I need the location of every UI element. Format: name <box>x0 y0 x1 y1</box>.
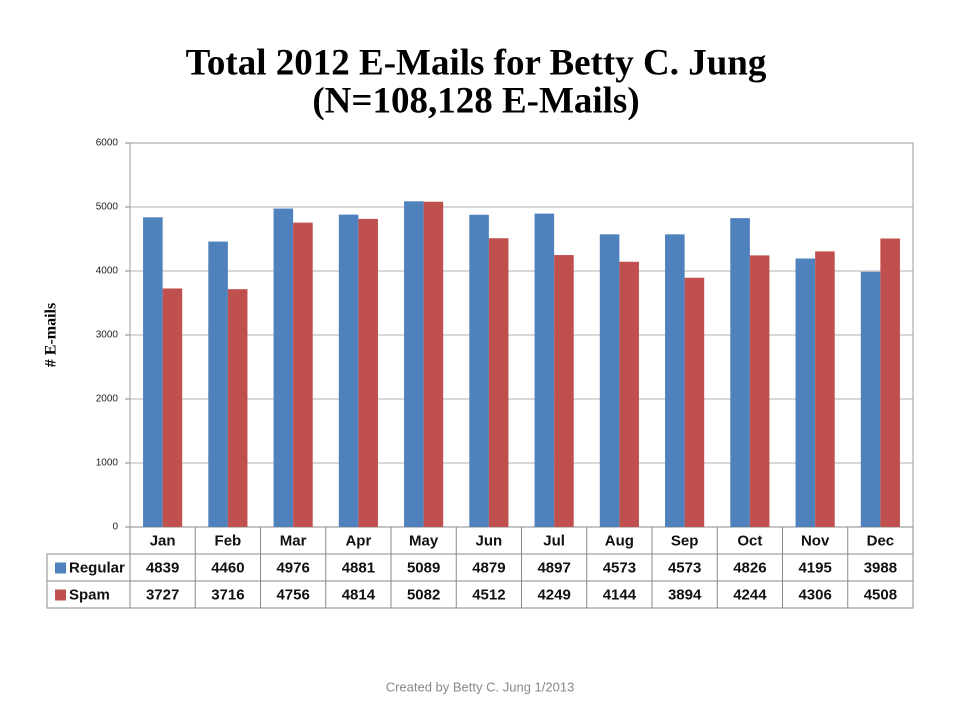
y-tick-label: 0 <box>112 522 118 533</box>
bar <box>730 218 750 528</box>
x-tick-label: Jul <box>543 532 565 549</box>
chart-subtitle: (N=108,128 E-Mails) <box>312 80 639 121</box>
bar <box>208 241 228 527</box>
bar <box>423 201 444 527</box>
table-value: 5089 <box>407 559 440 576</box>
bar <box>488 238 509 527</box>
bar <box>554 255 574 527</box>
x-tick-label: Nov <box>801 532 830 549</box>
bar <box>227 289 248 527</box>
x-tick-label: Oct <box>737 532 762 549</box>
table-value: 4306 <box>798 586 831 603</box>
chart-title: Total 2012 E-Mails for Betty C. Jung <box>186 42 767 83</box>
table-value: 4879 <box>472 559 505 576</box>
bar <box>860 271 881 527</box>
table-value: 4897 <box>537 559 570 576</box>
bar <box>358 218 378 528</box>
bar <box>665 234 685 527</box>
table-value: 3894 <box>668 586 702 603</box>
bar <box>534 213 555 528</box>
legend-label: Regular <box>69 559 125 576</box>
table-value: 4195 <box>798 559 831 576</box>
y-axis-label: # E-mails <box>43 303 60 367</box>
legend-swatch <box>55 589 66 601</box>
caption: Created by Betty C. Jung 1/2013 <box>386 679 575 694</box>
y-tick-label: 1000 <box>96 458 119 469</box>
x-tick-label: Mar <box>280 532 307 549</box>
x-tick-label: Jun <box>476 532 503 549</box>
bar <box>338 214 359 527</box>
bar <box>815 251 835 527</box>
bar <box>795 258 816 527</box>
bar <box>619 261 639 527</box>
table-value: 4814 <box>342 586 376 603</box>
x-tick-label: Apr <box>345 532 371 549</box>
bar <box>469 214 489 527</box>
bar <box>599 234 620 527</box>
bar <box>749 255 770 527</box>
y-tick-label: 3000 <box>96 330 119 341</box>
y-tick-label: 5000 <box>96 202 119 213</box>
table-value: 3727 <box>146 586 179 603</box>
table-value: 4976 <box>276 559 309 576</box>
x-tick-label: May <box>409 532 439 549</box>
bar <box>684 277 705 527</box>
bar <box>143 217 163 527</box>
bar <box>404 201 424 527</box>
y-tick-label: 4000 <box>96 266 119 277</box>
bar <box>273 208 294 527</box>
y-tick-label: 2000 <box>96 394 119 405</box>
legend-label: Spam <box>69 586 110 603</box>
bar <box>162 288 183 527</box>
table-value: 5082 <box>407 586 440 603</box>
table-value: 4512 <box>472 586 505 603</box>
table-value: 4756 <box>276 586 309 603</box>
table-value: 4249 <box>537 586 570 603</box>
x-tick-label: Aug <box>605 532 634 549</box>
x-tick-label: Dec <box>867 532 895 549</box>
bar <box>880 238 900 527</box>
table-value: 4881 <box>342 559 375 576</box>
x-tick-label: Sep <box>671 532 699 549</box>
table-value: 4244 <box>733 586 767 603</box>
table-value: 4460 <box>211 559 244 576</box>
table-value: 4144 <box>603 586 637 603</box>
table-value: 3988 <box>864 559 897 576</box>
legend-swatch <box>55 562 66 574</box>
table-value: 4573 <box>603 559 636 576</box>
table-value: 4573 <box>668 559 701 576</box>
y-tick-label: 6000 <box>96 138 119 149</box>
table-value: 3716 <box>211 586 244 603</box>
table-value: 4508 <box>864 586 897 603</box>
bar <box>293 222 313 527</box>
table-value: 4839 <box>146 559 179 576</box>
x-tick-label: Jan <box>150 532 176 549</box>
table-value: 4826 <box>733 559 766 576</box>
x-tick-label: Feb <box>215 532 242 549</box>
